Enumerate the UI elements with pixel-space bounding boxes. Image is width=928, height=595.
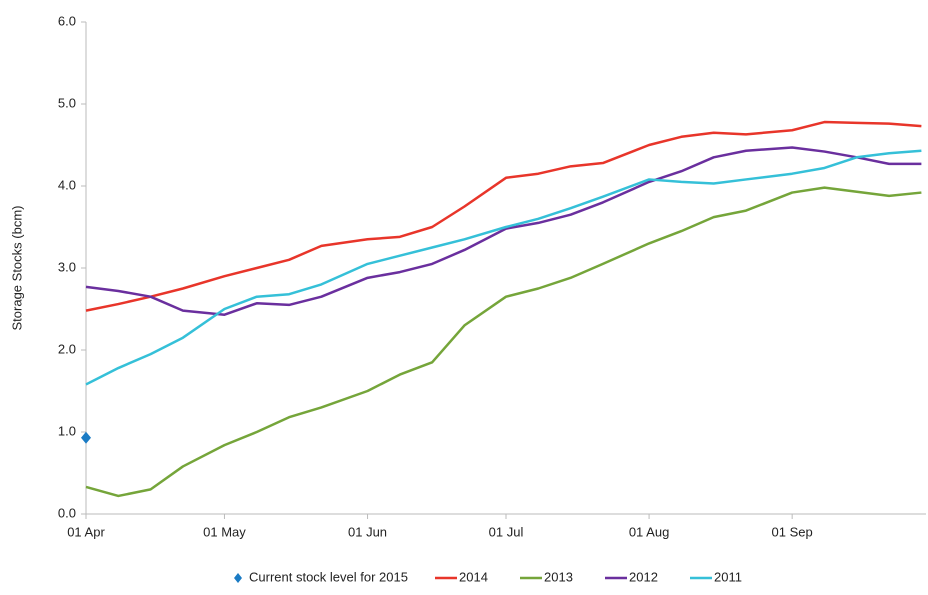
- y-tick-label: 0.0: [58, 505, 76, 520]
- y-tick-label: 2.0: [58, 341, 76, 356]
- y-tick-label: 4.0: [58, 177, 76, 192]
- y-axis-title: Storage Stocks (bcm): [9, 206, 24, 331]
- y-tick-label: 6.0: [58, 13, 76, 28]
- x-tick-label: 01 Sep: [772, 524, 813, 539]
- y-tick-label: 5.0: [58, 95, 76, 110]
- x-tick-label: 01 Jun: [348, 524, 387, 539]
- series-line: [85, 146, 922, 316]
- series-line: [85, 149, 922, 386]
- series-line: [85, 120, 922, 312]
- legend-label: 2013: [544, 569, 573, 584]
- y-tick-label: 1.0: [58, 423, 76, 438]
- x-tick-label: 01 May: [203, 524, 246, 539]
- legend-label: 2012: [629, 569, 658, 584]
- legend-label: 2011: [714, 569, 742, 584]
- y-tick-label: 3.0: [58, 259, 76, 274]
- x-tick-label: 01 Aug: [629, 524, 670, 539]
- series-line: [85, 186, 922, 498]
- legend-swatch: [234, 573, 242, 583]
- x-tick-label: 01 Jul: [489, 524, 524, 539]
- legend-label: 2014: [459, 569, 488, 584]
- x-tick-label: 01 Apr: [67, 524, 105, 539]
- marker: [81, 431, 91, 444]
- legend-label: Current stock level for 2015: [249, 569, 408, 584]
